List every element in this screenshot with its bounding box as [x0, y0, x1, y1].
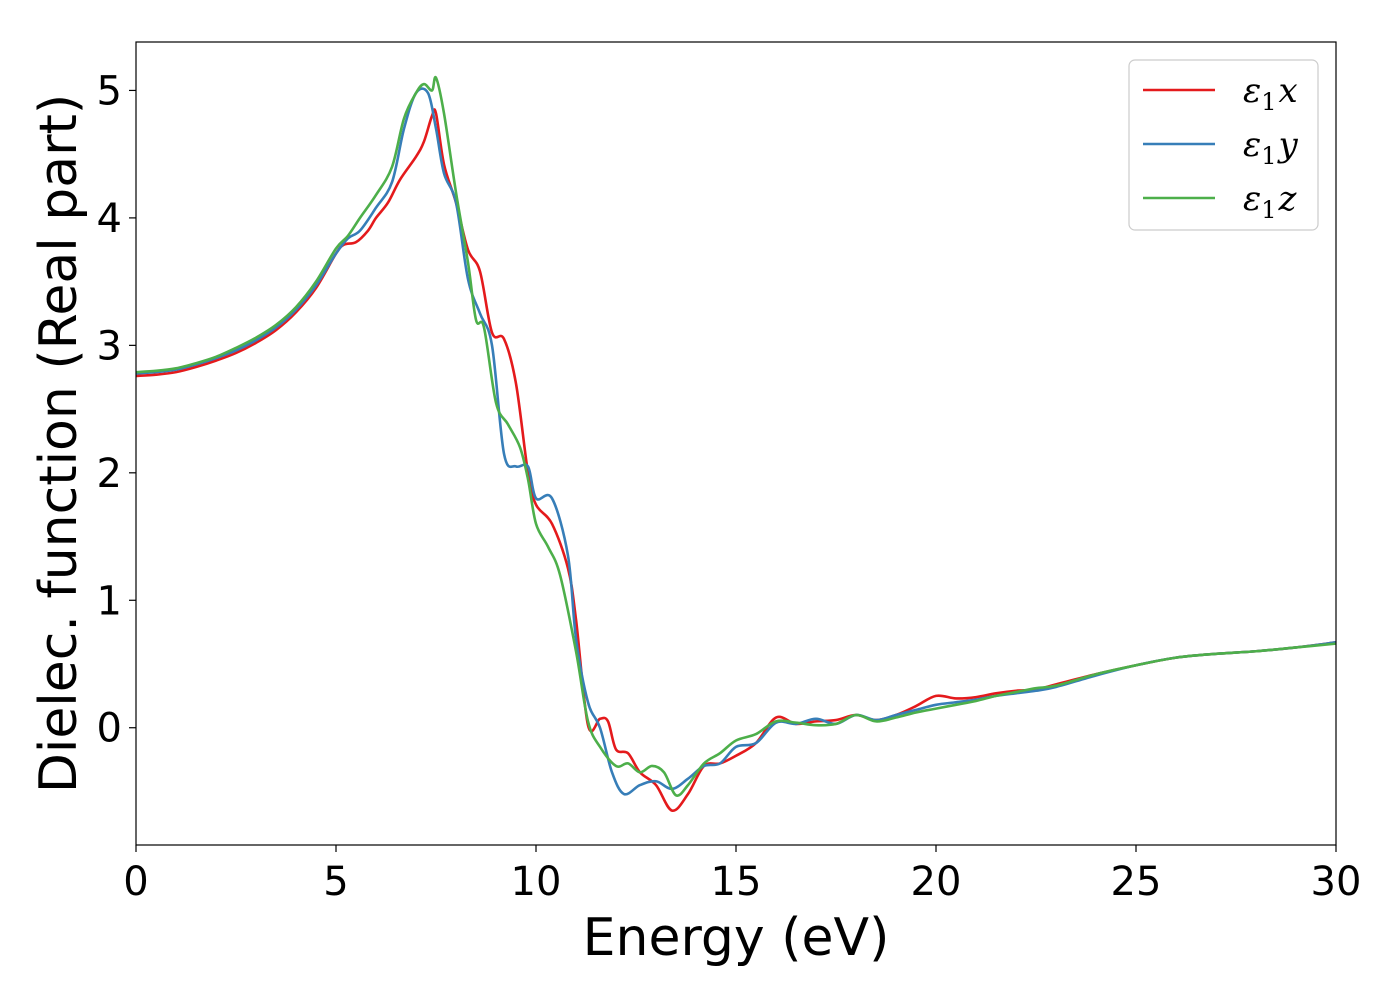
legend-label-z: ε1z: [1243, 179, 1298, 224]
y-tick-label: 0: [97, 706, 122, 752]
series-layer: [135, 75, 1337, 812]
y-axis-title: Dielec. function (Real part): [29, 94, 89, 793]
y-tick-label: 4: [97, 196, 122, 242]
legend: ε1x ε1y ε1z: [1128, 59, 1319, 231]
y-tick-label: 5: [97, 68, 122, 114]
y-tick-label: 1: [97, 578, 122, 624]
x-tick-label: 30: [1311, 859, 1362, 905]
series-line-z: [135, 75, 1337, 797]
y-tick-label: 2: [97, 451, 122, 497]
x-axis-ticks: 0 5 10 15 20 25 30: [123, 845, 1361, 905]
legend-label-x: ε1x: [1243, 71, 1298, 116]
x-tick-label: 20: [911, 859, 962, 905]
x-tick-label: 0: [123, 859, 148, 905]
legend-label-y: ε1y: [1243, 125, 1299, 170]
x-tick-label: 15: [711, 859, 762, 905]
x-axis-title: Energy (eV): [583, 908, 890, 968]
y-axis-ticks: 0 1 2 3 4 5: [97, 68, 136, 752]
x-tick-label: 10: [511, 859, 562, 905]
x-tick-label: 25: [1111, 859, 1162, 905]
y-tick-label: 3: [97, 323, 122, 369]
x-tick-label: 5: [323, 859, 348, 905]
legend-box: [1128, 59, 1319, 231]
